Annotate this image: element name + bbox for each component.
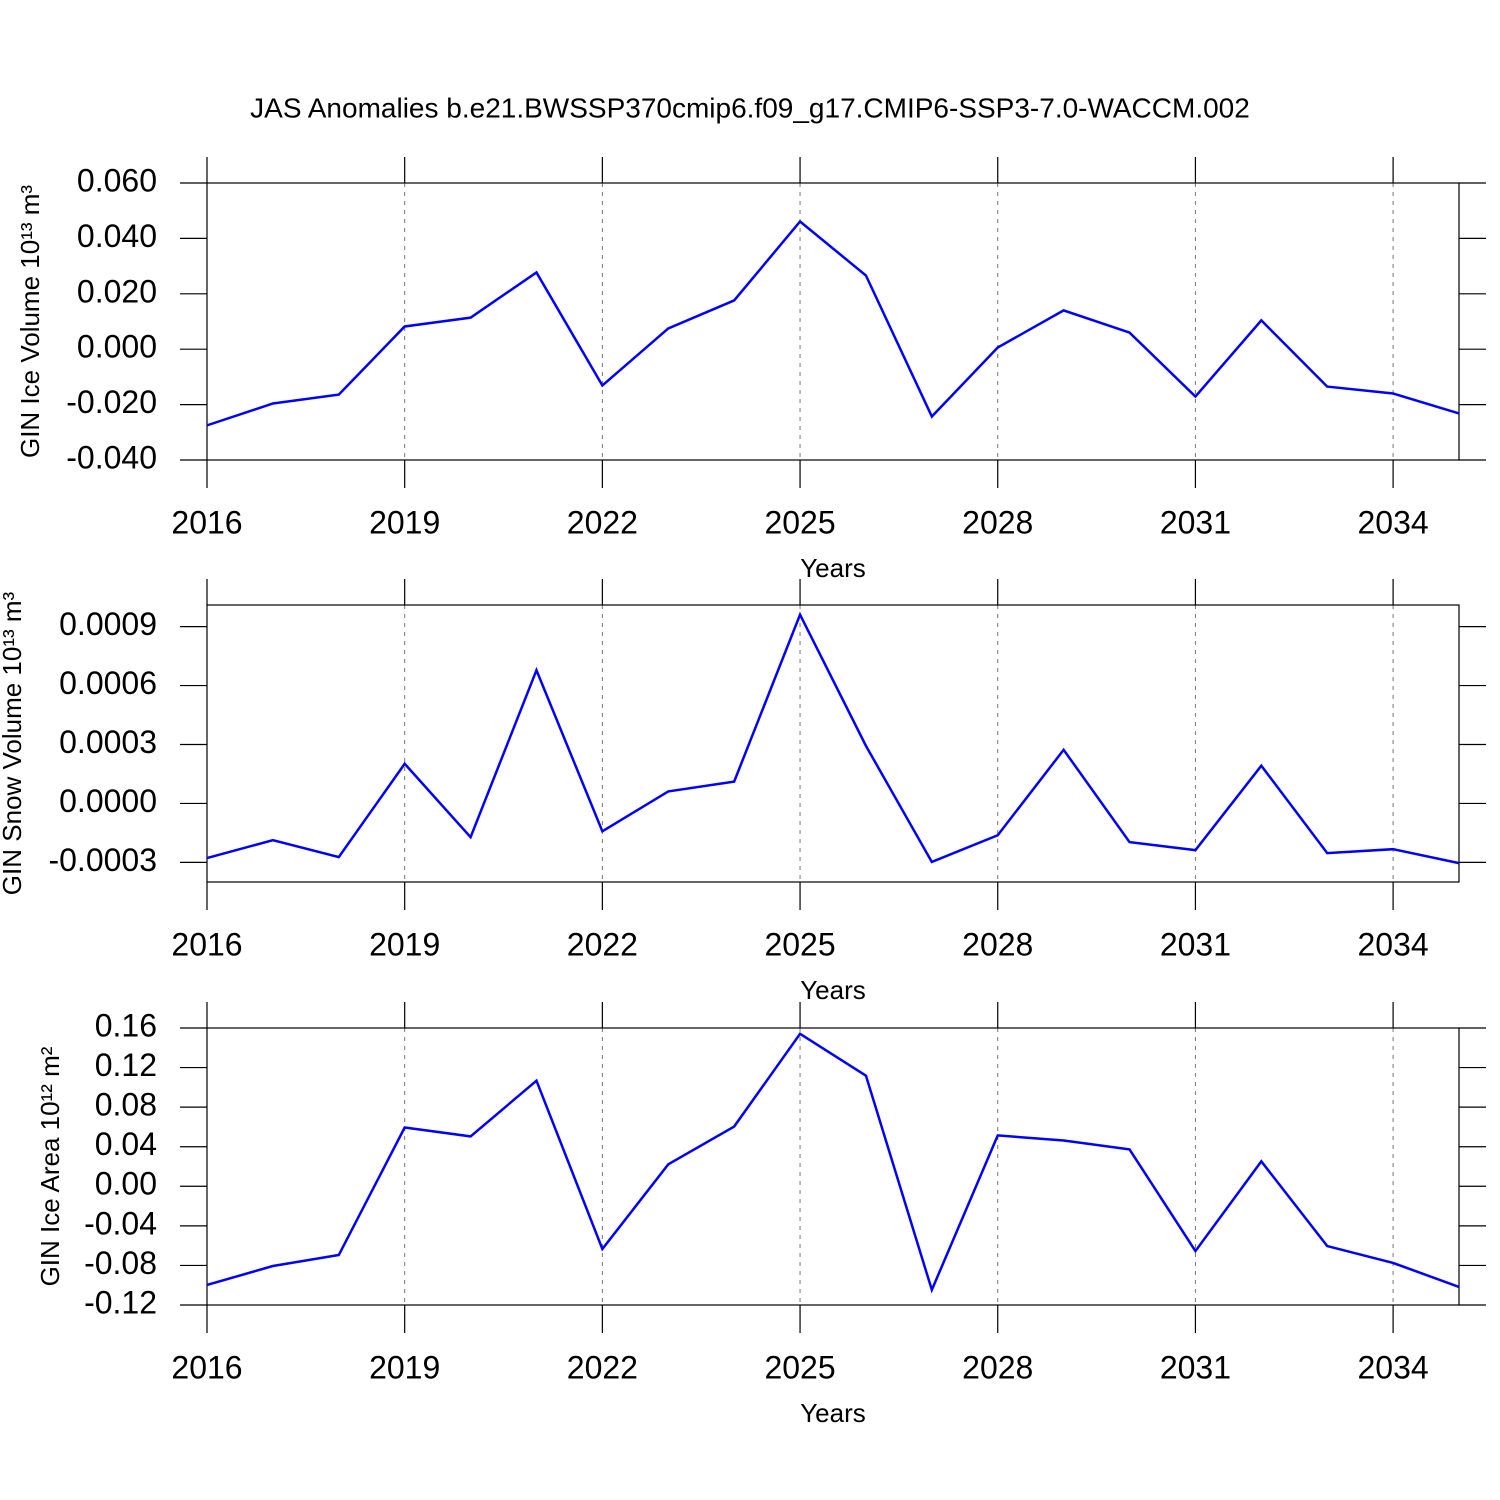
x-axis-label: Years bbox=[800, 553, 866, 583]
y-tick-label: 0.0009 bbox=[59, 606, 157, 642]
x-tick-label: 2031 bbox=[1160, 1349, 1231, 1385]
x-tick-label: 2022 bbox=[567, 926, 638, 962]
x-axis-label: Years bbox=[800, 1398, 866, 1428]
y-tick-label: -0.12 bbox=[84, 1284, 157, 1320]
y-axis-label: GIN Ice Area 10¹² m² bbox=[35, 1046, 65, 1286]
y-tick-label: -0.0003 bbox=[48, 842, 157, 878]
y-tick-label: 0.16 bbox=[95, 1007, 157, 1043]
x-tick-label: 2019 bbox=[369, 504, 440, 540]
y-tick-label: 0.060 bbox=[77, 162, 157, 198]
x-tick-label: 2022 bbox=[567, 1349, 638, 1385]
y-tick-label: -0.04 bbox=[84, 1205, 157, 1241]
data-line bbox=[206, 219, 1460, 427]
y-tick-label: -0.08 bbox=[84, 1245, 157, 1281]
x-tick-label: 2016 bbox=[171, 1349, 242, 1385]
x-tick-label: 2031 bbox=[1160, 926, 1231, 962]
y-axis-label: GIN Ice Volume 10¹³ m³ bbox=[15, 185, 45, 458]
x-tick-label: 2025 bbox=[764, 504, 835, 540]
y-tick-label: 0.000 bbox=[77, 329, 157, 365]
x-tick-label: 2031 bbox=[1160, 504, 1231, 540]
data-line bbox=[206, 611, 1460, 865]
x-tick-label: 2034 bbox=[1358, 504, 1429, 540]
x-tick-label: 2028 bbox=[962, 1349, 1033, 1385]
y-tick-label: -0.040 bbox=[66, 439, 157, 475]
x-tick-label: 2016 bbox=[171, 504, 242, 540]
x-tick-label: 2025 bbox=[764, 926, 835, 962]
x-tick-label: 2034 bbox=[1358, 1349, 1429, 1385]
plot-frame bbox=[206, 182, 1460, 461]
y-tick-label: 0.020 bbox=[77, 273, 157, 309]
figure-title: JAS Anomalies b.e21.BWSSP370cmip6.f09_g1… bbox=[250, 92, 1250, 123]
x-axis-label: Years bbox=[800, 975, 866, 1005]
y-tick-label: 0.040 bbox=[77, 218, 157, 254]
data-line bbox=[206, 1032, 1460, 1294]
y-tick-label: 0.04 bbox=[95, 1126, 157, 1162]
x-tick-label: 2019 bbox=[369, 926, 440, 962]
x-tick-label: 2028 bbox=[962, 926, 1033, 962]
y-axis-label: GIN Snow Volume 10¹³ m³ bbox=[0, 591, 27, 895]
y-tick-label: 0.0006 bbox=[59, 665, 157, 701]
x-tick-label: 2019 bbox=[369, 1349, 440, 1385]
plot-frame bbox=[206, 604, 1460, 883]
plot-frame bbox=[206, 1027, 1460, 1306]
y-tick-label: 0.0003 bbox=[59, 724, 157, 760]
x-tick-label: 2016 bbox=[171, 926, 242, 962]
x-tick-label: 2025 bbox=[764, 1349, 835, 1385]
x-tick-label: 2022 bbox=[567, 504, 638, 540]
y-tick-label: 0.0000 bbox=[59, 783, 157, 819]
y-tick-label: 0.08 bbox=[95, 1087, 157, 1123]
x-tick-label: 2034 bbox=[1358, 926, 1429, 962]
y-tick-label: 0.00 bbox=[95, 1166, 157, 1202]
y-tick-label: 0.12 bbox=[95, 1047, 157, 1083]
y-tick-label: -0.020 bbox=[66, 384, 157, 420]
x-tick-label: 2028 bbox=[962, 504, 1033, 540]
